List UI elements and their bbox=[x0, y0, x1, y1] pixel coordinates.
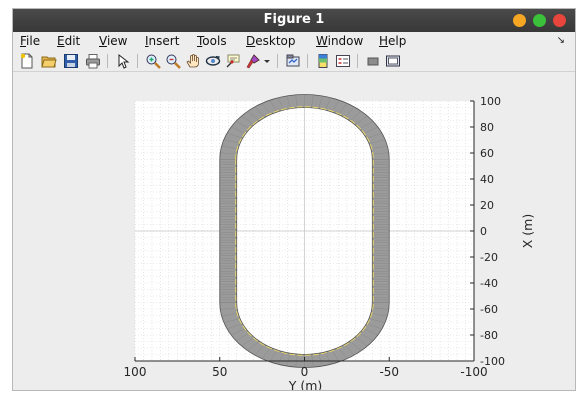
x-tick-label: -50 bbox=[379, 365, 399, 379]
print-icon[interactable] bbox=[85, 53, 101, 69]
pan-hand-icon[interactable] bbox=[185, 53, 201, 69]
y-tick-label: 100 bbox=[480, 95, 501, 108]
menu-view[interactable]: View bbox=[99, 34, 127, 48]
y-tick-label: -100 bbox=[480, 355, 505, 368]
maximize-icon[interactable] bbox=[533, 14, 546, 27]
data-cursor-icon[interactable] bbox=[225, 53, 241, 69]
toolbar-separator bbox=[357, 54, 358, 68]
open-file-icon[interactable] bbox=[41, 53, 57, 69]
y-axis-label: X (m) bbox=[520, 214, 535, 248]
menu-tools[interactable]: Tools bbox=[197, 34, 227, 48]
x-tick-label: 0 bbox=[301, 365, 309, 379]
show-plot-tools-icon[interactable] bbox=[385, 53, 401, 69]
toolbar-separator bbox=[107, 54, 108, 68]
y-tick-label: 40 bbox=[480, 173, 494, 186]
menu-edit[interactable]: Edit bbox=[57, 34, 80, 48]
edit-plot-arrow-icon[interactable] bbox=[115, 53, 131, 69]
hide-plot-tools-icon[interactable] bbox=[365, 53, 381, 69]
y-tick-label: 20 bbox=[480, 199, 494, 212]
y-tick-label: -80 bbox=[480, 329, 498, 342]
menu-file[interactable]: File bbox=[20, 34, 40, 48]
figure-toolbar bbox=[13, 51, 575, 72]
minimize-icon[interactable] bbox=[513, 14, 526, 27]
menu-window[interactable]: Window bbox=[316, 34, 363, 48]
y-tick-label: 60 bbox=[480, 147, 494, 160]
zoom-in-icon[interactable] bbox=[145, 53, 161, 69]
brush-dropdown-icon[interactable] bbox=[263, 53, 271, 69]
y-tick-label: 80 bbox=[480, 121, 494, 134]
x-tick-label: 50 bbox=[212, 365, 227, 379]
toolbar-separator bbox=[277, 54, 278, 68]
close-icon[interactable] bbox=[553, 14, 566, 27]
plot-svg: 100 50 0 -50 -100 100 80 60 40 20 0 -20 -40 -60 -80 -10… bbox=[13, 72, 575, 390]
insert-colorbar-icon[interactable] bbox=[315, 53, 331, 69]
insert-legend-icon[interactable] bbox=[335, 53, 351, 69]
y-tick-label: 0 bbox=[480, 225, 487, 238]
y-tick-label: -40 bbox=[480, 277, 498, 290]
toolbar-separator bbox=[307, 54, 308, 68]
x-tick-label: 100 bbox=[124, 365, 147, 379]
y-tick-label: -60 bbox=[480, 303, 498, 316]
menubar-dock-arrow-icon[interactable]: ↘ bbox=[557, 35, 565, 46]
figure-window: Figure 1 File Edit View Insert Tools Des… bbox=[12, 8, 576, 391]
toolbar-separator bbox=[137, 54, 138, 68]
brush-icon[interactable] bbox=[245, 53, 261, 69]
new-figure-icon[interactable] bbox=[19, 53, 35, 69]
link-plot-icon[interactable] bbox=[285, 53, 301, 69]
x-axis-label: Y (m) bbox=[288, 378, 323, 390]
figure-canvas: 100 50 0 -50 -100 100 80 60 40 20 0 -20 -40 -60 -80 -10… bbox=[13, 72, 575, 390]
title-bar[interactable]: Figure 1 bbox=[13, 9, 575, 32]
menu-insert[interactable]: Insert bbox=[145, 34, 179, 48]
menu-desktop[interactable]: Desktop bbox=[246, 34, 296, 48]
menu-help[interactable]: Help bbox=[379, 34, 406, 48]
rotate-3d-icon[interactable] bbox=[205, 53, 221, 69]
window-title: Figure 1 bbox=[13, 12, 575, 27]
save-icon[interactable] bbox=[63, 53, 79, 69]
menu-bar: File Edit View Insert Tools Desktop Wind… bbox=[13, 32, 575, 51]
y-tick-label: -20 bbox=[480, 251, 498, 264]
zoom-out-icon[interactable] bbox=[165, 53, 181, 69]
